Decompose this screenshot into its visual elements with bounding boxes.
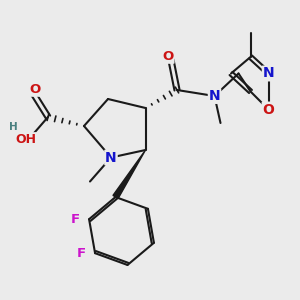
Text: N: N <box>105 151 117 164</box>
Text: O: O <box>162 50 174 63</box>
Text: H: H <box>8 122 17 132</box>
Text: F: F <box>77 247 86 260</box>
Text: O: O <box>262 103 274 116</box>
Text: N: N <box>209 89 220 103</box>
Text: F: F <box>71 213 80 226</box>
Text: OH: OH <box>15 133 36 146</box>
Text: O: O <box>29 83 40 96</box>
Polygon shape <box>113 150 146 199</box>
Text: N: N <box>263 67 274 80</box>
